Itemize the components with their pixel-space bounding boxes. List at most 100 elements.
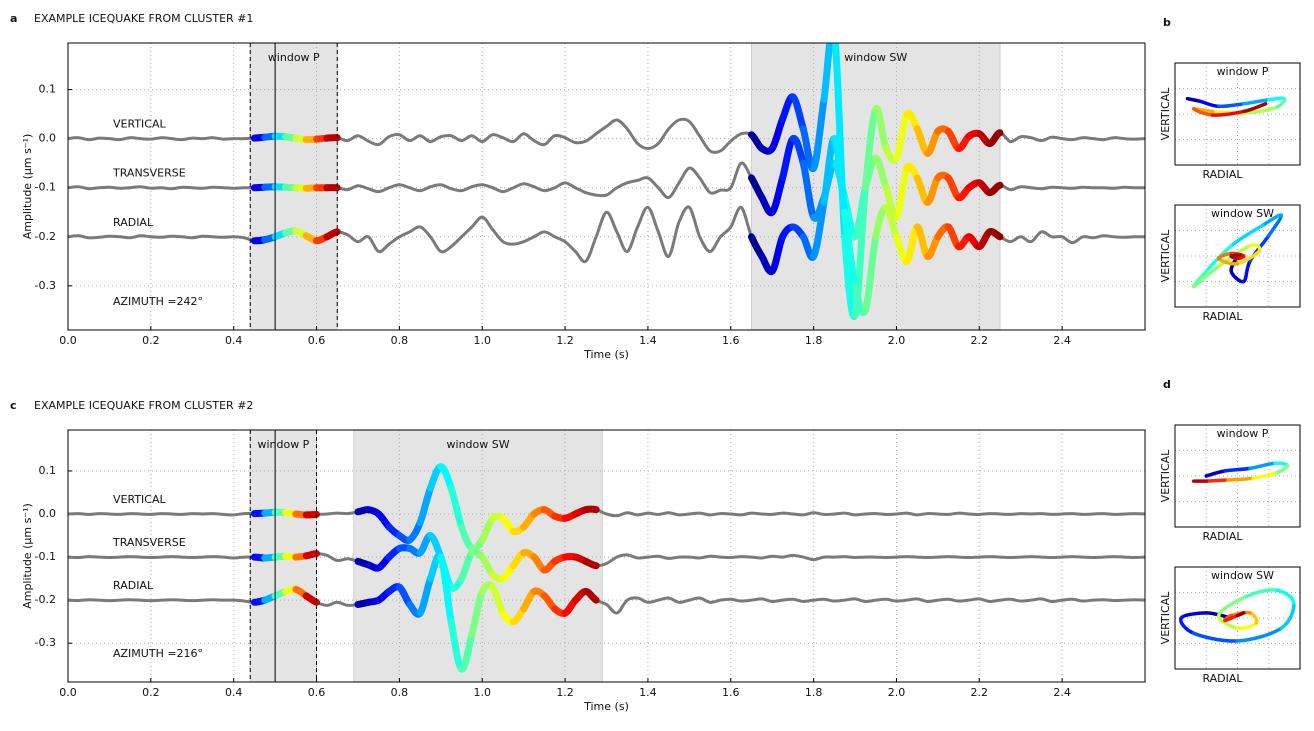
window-trace-segment xyxy=(861,233,880,314)
traces xyxy=(68,463,1145,673)
y-tick-label: -0.3 xyxy=(35,279,56,292)
window-trace-segment xyxy=(302,550,321,560)
window-label: window P xyxy=(257,438,309,451)
window-trace-segment xyxy=(323,134,341,142)
y-tick-label: -0.2 xyxy=(35,593,56,606)
panel: 0.0 0.2 0.4 0.6 0.8 1.0 1.2 1.4 1.6 1.8 2.0 2.2 2.4 0… xyxy=(10,12,1146,361)
particle-motion-segment xyxy=(1192,107,1215,117)
y-axis-label: Amplitude (μm s⁻¹) xyxy=(21,503,34,609)
y-axis-label: VERTICAL xyxy=(1159,591,1172,644)
x-tick-label: 1.8 xyxy=(805,686,823,699)
x-tick-label: 0.4 xyxy=(225,334,243,347)
plot-frame xyxy=(1174,204,1301,308)
x-tick-label: 0.0 xyxy=(59,686,77,699)
trace xyxy=(68,554,1145,671)
trace xyxy=(68,465,1145,551)
window-trace-segment xyxy=(820,43,834,103)
particle-motion-segment xyxy=(1235,621,1258,631)
plot-frame xyxy=(1174,424,1301,528)
x-tick-label: 1.4 xyxy=(639,334,657,347)
particle-motion-segment xyxy=(1273,461,1290,468)
hodogram-title: window SW xyxy=(1211,207,1274,220)
panel: 0.0 0.2 0.4 0.6 0.8 1.0 1.2 1.4 1.6 1.8 2.0 2.2 2.4 0… xyxy=(10,399,1146,713)
plot-frame xyxy=(67,429,1146,683)
panel-letter: c xyxy=(10,399,17,412)
y-tick-label: 0.1 xyxy=(39,83,57,96)
particle-motion-segment xyxy=(1179,611,1208,620)
annotation: AZIMUTH =216° xyxy=(113,647,203,660)
particle-motion-segment xyxy=(1267,96,1287,102)
y-axis-label: VERTICAL xyxy=(1159,449,1172,502)
hodogram-title: window SW xyxy=(1211,569,1274,582)
y-tick-label: 0.0 xyxy=(39,507,57,520)
x-tick-label: 1.4 xyxy=(639,686,657,699)
window-trace-segment xyxy=(841,208,859,290)
particle-motion-segment xyxy=(1229,223,1265,248)
particle-motion-segment xyxy=(1273,588,1296,605)
panel-letter: b xyxy=(1163,16,1171,29)
x-tick-label: 0.8 xyxy=(391,334,409,347)
hodogram: window SW RADIAL VERTICAL xyxy=(1159,204,1301,323)
x-axis-label: RADIAL xyxy=(1202,672,1243,685)
particle-motion-segment xyxy=(1248,461,1277,471)
particle-motion-segment xyxy=(1223,466,1252,473)
particle-motion-segment xyxy=(1273,464,1290,476)
panel-letter: a xyxy=(10,12,17,25)
window-trace-segment xyxy=(986,228,1004,241)
particle-motion-segment xyxy=(1204,478,1227,483)
y-tick-label: 0.1 xyxy=(39,464,57,477)
x-tick-label: 2.0 xyxy=(888,686,906,699)
x-tick-label: 0.2 xyxy=(142,686,160,699)
x-tick-label: 1.0 xyxy=(473,686,491,699)
particle-motion-segment xyxy=(1242,259,1252,284)
particle-motion-segment xyxy=(1192,631,1240,643)
x-tick-label: 2.0 xyxy=(888,334,906,347)
series-label: VERTICAL xyxy=(113,493,166,506)
window-trace-segment xyxy=(986,129,1004,148)
particle-motion-segment xyxy=(1235,249,1262,266)
window-label: window SW xyxy=(447,438,510,451)
hodogram: window P RADIAL VERTICAL d xyxy=(1159,378,1301,543)
x-tick-label: 2.4 xyxy=(1053,686,1071,699)
window-trace-segment xyxy=(323,228,341,241)
y-tick-label: -0.1 xyxy=(35,550,56,563)
hodogram-title: window P xyxy=(1217,65,1269,78)
particle-motion-segment xyxy=(1223,476,1252,482)
particle-motion-segment xyxy=(1242,588,1277,600)
series-label: RADIAL xyxy=(113,579,154,592)
window-trace-segment xyxy=(851,184,869,241)
hodogram: window P RADIAL VERTICAL b xyxy=(1159,16,1301,181)
y-tick-label: -0.1 xyxy=(35,181,56,194)
particle-motion-segment xyxy=(1242,97,1271,106)
particle-motion-segment xyxy=(1192,264,1221,289)
plot-frame xyxy=(1174,62,1301,166)
x-tick-label: 1.8 xyxy=(805,334,823,347)
x-axis-label: Time (s) xyxy=(583,700,629,713)
y-tick-label: -0.2 xyxy=(35,230,56,243)
x-axis-label: RADIAL xyxy=(1202,530,1243,543)
x-tick-label: 0.6 xyxy=(308,686,326,699)
x-tick-label: 0.0 xyxy=(59,334,77,347)
x-tick-label: 1.6 xyxy=(722,334,740,347)
particle-motion-segment xyxy=(1235,611,1246,618)
window-trace-segment xyxy=(582,557,600,570)
x-axis-label: Time (s) xyxy=(583,348,629,361)
x-tick-label: 1.6 xyxy=(722,686,740,699)
plot-frame xyxy=(1174,566,1301,670)
y-axis-label: VERTICAL xyxy=(1159,229,1172,282)
y-tick-label: 0.0 xyxy=(39,132,57,145)
annotation: AZIMUTH =242° xyxy=(113,295,203,308)
y-axis-label: VERTICAL xyxy=(1159,87,1172,140)
particle-motion-segment xyxy=(1235,626,1283,643)
window-trace-segment xyxy=(810,198,828,260)
series-label: VERTICAL xyxy=(113,118,166,131)
window-trace-segment xyxy=(437,553,455,626)
chart-title: EXAMPLE ICEQUAKE FROM CLUSTER #2 xyxy=(34,399,253,412)
x-tick-label: 2.4 xyxy=(1053,334,1071,347)
window-trace-segment xyxy=(302,592,321,606)
x-tick-label: 2.2 xyxy=(971,334,989,347)
particle-motion-segment xyxy=(1248,471,1277,481)
trace xyxy=(68,534,1145,590)
